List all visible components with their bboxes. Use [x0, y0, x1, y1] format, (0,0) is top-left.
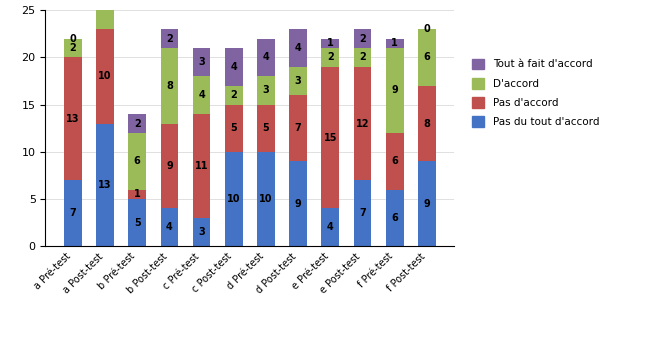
Bar: [289, 29, 307, 67]
Bar: [321, 48, 339, 67]
Bar: [193, 48, 210, 76]
Bar: [160, 48, 178, 123]
Text: 5: 5: [230, 123, 237, 133]
Text: 12: 12: [356, 119, 369, 129]
Bar: [418, 161, 435, 246]
Bar: [129, 199, 146, 246]
Text: 4: 4: [230, 62, 237, 72]
Text: 4: 4: [327, 222, 334, 232]
Text: 7: 7: [69, 208, 76, 218]
Text: 7: 7: [359, 208, 366, 218]
Text: 4: 4: [263, 52, 269, 63]
Legend: Tout à fait d'accord, D'accord, Pas d'accord, Pas du tout d'accord: Tout à fait d'accord, D'accord, Pas d'ac…: [467, 53, 604, 132]
Text: 1: 1: [134, 189, 141, 199]
Bar: [354, 67, 371, 180]
Text: 2: 2: [230, 90, 237, 100]
Text: 10: 10: [98, 71, 112, 81]
Text: 2: 2: [359, 52, 366, 63]
Bar: [321, 209, 339, 246]
Bar: [64, 180, 82, 246]
Text: 2: 2: [134, 119, 141, 129]
Bar: [64, 57, 82, 180]
Text: 5: 5: [134, 218, 141, 228]
Text: 11: 11: [195, 161, 208, 171]
Text: 6: 6: [134, 156, 141, 166]
Text: 3: 3: [198, 57, 205, 67]
Bar: [160, 29, 178, 48]
Bar: [321, 39, 339, 48]
Text: 6: 6: [391, 156, 398, 166]
Bar: [386, 39, 404, 48]
Bar: [354, 180, 371, 246]
Bar: [193, 114, 210, 218]
Text: 2: 2: [327, 52, 334, 63]
Bar: [321, 67, 339, 209]
Bar: [386, 133, 404, 189]
Text: 8: 8: [166, 81, 173, 91]
Text: 4: 4: [166, 222, 173, 232]
Bar: [129, 189, 146, 199]
Text: 9: 9: [391, 86, 398, 95]
Text: 13: 13: [66, 114, 80, 124]
Bar: [129, 133, 146, 189]
Text: 15: 15: [324, 133, 337, 143]
Bar: [257, 152, 275, 246]
Text: 13: 13: [98, 180, 112, 190]
Text: 8: 8: [423, 119, 430, 129]
Bar: [289, 95, 307, 161]
Bar: [129, 114, 146, 133]
Text: 9: 9: [424, 199, 430, 209]
Bar: [96, 29, 114, 123]
Bar: [257, 105, 275, 152]
Text: 1: 1: [391, 38, 398, 48]
Text: 3: 3: [263, 86, 269, 95]
Text: 9: 9: [166, 161, 173, 171]
Bar: [96, 123, 114, 246]
Text: 2: 2: [69, 43, 76, 53]
Text: 2: 2: [359, 34, 366, 43]
Text: 0: 0: [424, 24, 430, 34]
Bar: [289, 67, 307, 95]
Bar: [160, 209, 178, 246]
Bar: [225, 48, 243, 86]
Bar: [386, 189, 404, 246]
Text: 10: 10: [227, 194, 241, 204]
Text: 3: 3: [198, 227, 205, 237]
Bar: [289, 161, 307, 246]
Bar: [64, 39, 82, 57]
Text: 5: 5: [263, 123, 269, 133]
Text: 7: 7: [295, 123, 302, 133]
Text: 1: 1: [327, 38, 334, 48]
Text: 4: 4: [295, 43, 302, 53]
Bar: [225, 86, 243, 105]
Bar: [354, 29, 371, 48]
Bar: [225, 105, 243, 152]
Bar: [257, 39, 275, 76]
Text: 4: 4: [198, 90, 205, 100]
Text: 0: 0: [69, 34, 76, 43]
Bar: [418, 29, 435, 86]
Bar: [160, 123, 178, 209]
Bar: [354, 48, 371, 67]
Bar: [193, 218, 210, 246]
Bar: [386, 48, 404, 133]
Text: 3: 3: [295, 76, 302, 86]
Text: 6: 6: [424, 52, 430, 63]
Bar: [96, 0, 114, 29]
Bar: [225, 152, 243, 246]
Bar: [418, 86, 435, 161]
Text: 10: 10: [259, 194, 273, 204]
Text: 2: 2: [166, 34, 173, 43]
Bar: [257, 76, 275, 105]
Bar: [193, 76, 210, 114]
Text: 9: 9: [295, 199, 302, 209]
Text: 6: 6: [391, 213, 398, 223]
